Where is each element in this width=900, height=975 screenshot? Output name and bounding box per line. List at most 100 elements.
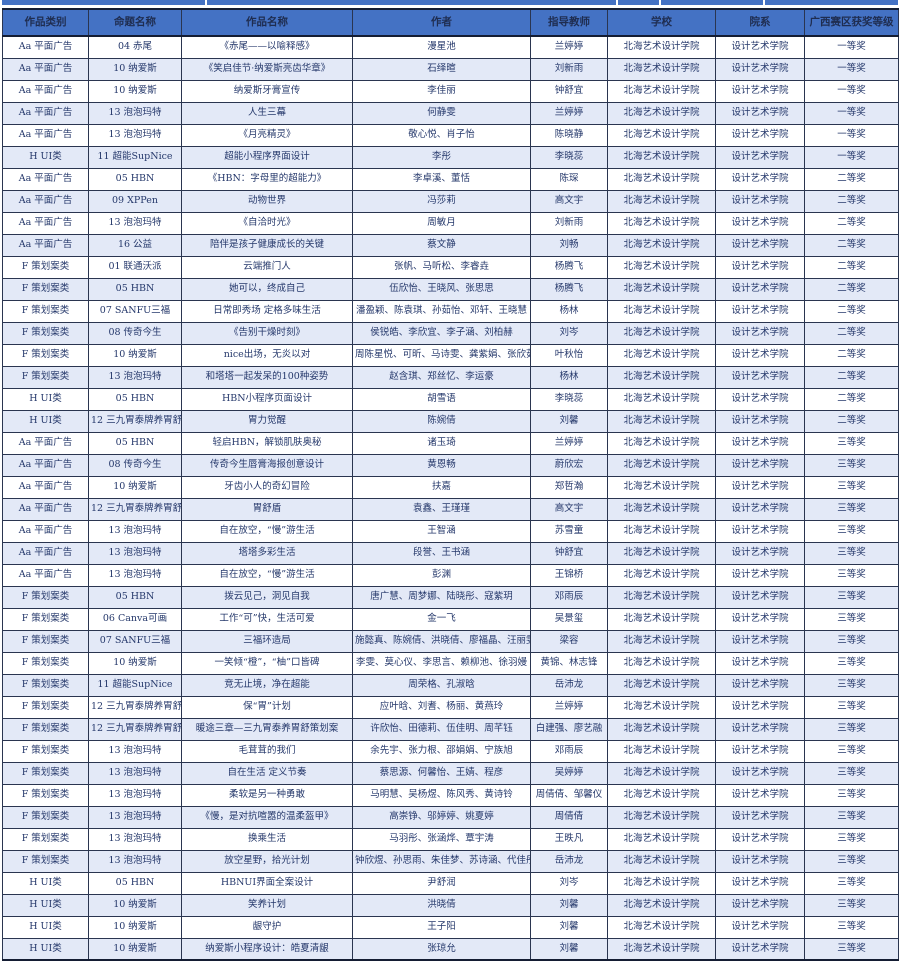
cell-work: 《自洽时光》 [181, 211, 353, 235]
cell-work: 一笑倾“橙”，“柚”口皆碑 [181, 651, 353, 675]
cell-topic: 13 泡泡玛特 [88, 805, 182, 829]
cell-teacher: 刘馨 [530, 409, 608, 433]
cell-work: 牙齿小人的奇幻冒险 [181, 475, 353, 499]
cell-category: H UI类 [2, 915, 89, 939]
cell-work: 工作“可”快，生活可爱 [181, 607, 353, 631]
cell-award: 三等奖 [804, 937, 899, 961]
table-row: Aa 平面广告 13 泡泡玛特 人生三幕 何静雯 兰婷婷 北海艺术设计学院 设计艺术学院 一等… [2, 101, 899, 125]
cell-school: 北海艺术设计学院 [607, 629, 716, 653]
cell-award: 一等奖 [804, 145, 899, 169]
table-row: F 策划案类 13 泡泡玛特 自在生活 定义节奏 蔡思源、何馨怡、王婧、程彦 吴婷婷 北海… [2, 761, 899, 785]
cell-authors: 李彤 [352, 145, 531, 169]
cell-school: 北海艺术设计学院 [607, 651, 716, 675]
strip-segment [661, 0, 763, 5]
cell-authors: 伍欣怡、王晓风、张思思 [352, 277, 531, 301]
cell-category: F 策划案类 [2, 761, 89, 785]
cell-topic: 01 联通沃派 [88, 255, 182, 279]
cell-school: 北海艺术设计学院 [607, 35, 716, 59]
cell-authors: 胡雪语 [352, 387, 531, 411]
cell-category: Aa 平面广告 [2, 519, 89, 543]
cell-work: 胃力觉醒 [181, 409, 353, 433]
cell-school: 北海艺术设计学院 [607, 937, 716, 961]
strip-gap [763, 0, 765, 5]
cell-dept: 设计艺术学院 [715, 409, 805, 433]
table-row: Aa 平面广告 04 赤尾 《赤尾——以喻释感》 漫星池 兰婷婷 北海艺术设计学院 设计艺术… [2, 35, 899, 59]
cell-work: 动物世界 [181, 189, 353, 213]
table-row: F 策划案类 10 纳爱斯 一笑倾“橙”，“柚”口皆碑 李雯、莫心仪、李思言、赖柳池、… [2, 651, 899, 675]
cell-school: 北海艺术设计学院 [607, 167, 716, 191]
cell-authors: 漫星池 [352, 35, 531, 59]
cell-category: Aa 平面广告 [2, 453, 89, 477]
cell-school: 北海艺术设计学院 [607, 871, 716, 895]
cell-topic: 10 纳爱斯 [88, 79, 182, 103]
cell-school: 北海艺术设计学院 [607, 585, 716, 609]
cell-topic: 04 赤尾 [88, 35, 182, 59]
cell-topic: 06 Canva可画 [88, 607, 182, 631]
cell-school: 北海艺术设计学院 [607, 431, 716, 455]
table-row: F 策划案类 06 Canva可画 工作“可”快，生活可爱 金一飞 吴景玺 北海艺术设计学… [2, 607, 899, 631]
cell-award: 二等奖 [804, 299, 899, 323]
cell-school: 北海艺术设计学院 [607, 211, 716, 235]
table-row: Aa 平面广告 13 泡泡玛特 自在放空，“慢”游生活 王智涵 苏雪童 北海艺术设计学院设… [2, 519, 899, 543]
cell-topic: 07 SANFU三福 [88, 629, 182, 653]
cell-authors: 李雯、莫心仪、李思言、赖柳池、徐羽嫚 [352, 651, 531, 675]
table-row: Aa 平面广告 05 HBN 《HBN：字母里的超能力》 李卓溪、董恬 陈琛 北海艺术设计… [2, 167, 899, 191]
cell-award: 三等奖 [804, 475, 899, 499]
cell-teacher: 蔚欣宏 [530, 453, 608, 477]
cell-school: 北海艺术设计学院 [607, 519, 716, 543]
cell-work: 自在放空，“慢”游生活 [181, 563, 353, 587]
cell-award: 二等奖 [804, 189, 899, 213]
cell-topic: 05 HBN [88, 431, 182, 455]
cell-dept: 设计艺术学院 [715, 827, 805, 851]
cell-school: 北海艺术设计学院 [607, 123, 716, 147]
cell-dept: 设计艺术学院 [715, 123, 805, 147]
cell-work: 胃舒盾 [181, 497, 353, 521]
cell-work: HBN小程序页面设计 [181, 387, 353, 411]
cell-award: 二等奖 [804, 277, 899, 301]
strip-gap [616, 0, 618, 5]
cell-teacher: 刘新雨 [530, 211, 608, 235]
cell-school: 北海艺术设计学院 [607, 739, 716, 763]
column-header-teacher: 指导教师 [530, 8, 608, 37]
cell-dept: 设计艺术学院 [715, 211, 805, 235]
cell-authors: 王子阳 [352, 915, 531, 939]
cell-dept: 设计艺术学院 [715, 475, 805, 499]
cell-work: 竞无止境，净在超能 [181, 673, 353, 697]
cell-dept: 设计艺术学院 [715, 299, 805, 323]
cell-dept: 设计艺术学院 [715, 585, 805, 609]
table-row: H UI类 11 超能SupNice 超能小程序界面设计 李彤 李晓蕊 北海艺术设计学院设… [2, 145, 899, 169]
cell-work: HBNUI界面全案设计 [181, 871, 353, 895]
cell-teacher: 郑哲瀚 [530, 475, 608, 499]
cell-authors: 何静雯 [352, 101, 531, 125]
table-row: F 策划案类 10 纳爱斯 nice出场，无炎以对 周陈星悦、可昕、马诗雯、龚紫娟、张… [2, 343, 899, 367]
cell-dept: 设计艺术学院 [715, 145, 805, 169]
cell-category: Aa 平面广告 [2, 563, 89, 587]
cell-school: 北海艺术设计学院 [607, 541, 716, 565]
cell-authors: 马明慧、吴杨煜、陈风秀、黄诗铃 [352, 783, 531, 807]
cell-category: Aa 平面广告 [2, 79, 89, 103]
cell-work: 塔塔多彩生活 [181, 541, 353, 565]
column-header-topic: 命题名称 [88, 8, 182, 37]
cell-work: 《笑启佳节·纳爱斯亮齿华章》 [181, 57, 353, 81]
cell-school: 北海艺术设计学院 [607, 717, 716, 741]
strip-segment [765, 0, 898, 5]
cell-topic: 12 三九胃泰牌养胃舒 [88, 695, 182, 719]
cell-topic: 13 泡泡玛特 [88, 783, 182, 807]
cell-dept: 设计艺术学院 [715, 431, 805, 455]
cell-school: 北海艺术设计学院 [607, 79, 716, 103]
cell-topic: 05 HBN [88, 167, 182, 191]
cell-school: 北海艺术设计学院 [607, 915, 716, 939]
cell-category: H UI类 [2, 387, 89, 411]
cell-dept: 设计艺术学院 [715, 453, 805, 477]
cell-award: 三等奖 [804, 739, 899, 763]
cell-dept: 设计艺术学院 [715, 365, 805, 389]
cell-teacher: 黄锦、林志锋 [530, 651, 608, 675]
cell-authors: 马羽彤、张涵烨、覃宇涛 [352, 827, 531, 851]
cell-teacher: 杨腾飞 [530, 277, 608, 301]
cell-authors: 黄恩畅 [352, 453, 531, 477]
cell-topic: 05 HBN [88, 871, 182, 895]
cell-topic: 05 HBN [88, 387, 182, 411]
cell-teacher: 刘馨 [530, 893, 608, 917]
cell-dept: 设计艺术学院 [715, 79, 805, 103]
cell-topic: 05 HBN [88, 277, 182, 301]
